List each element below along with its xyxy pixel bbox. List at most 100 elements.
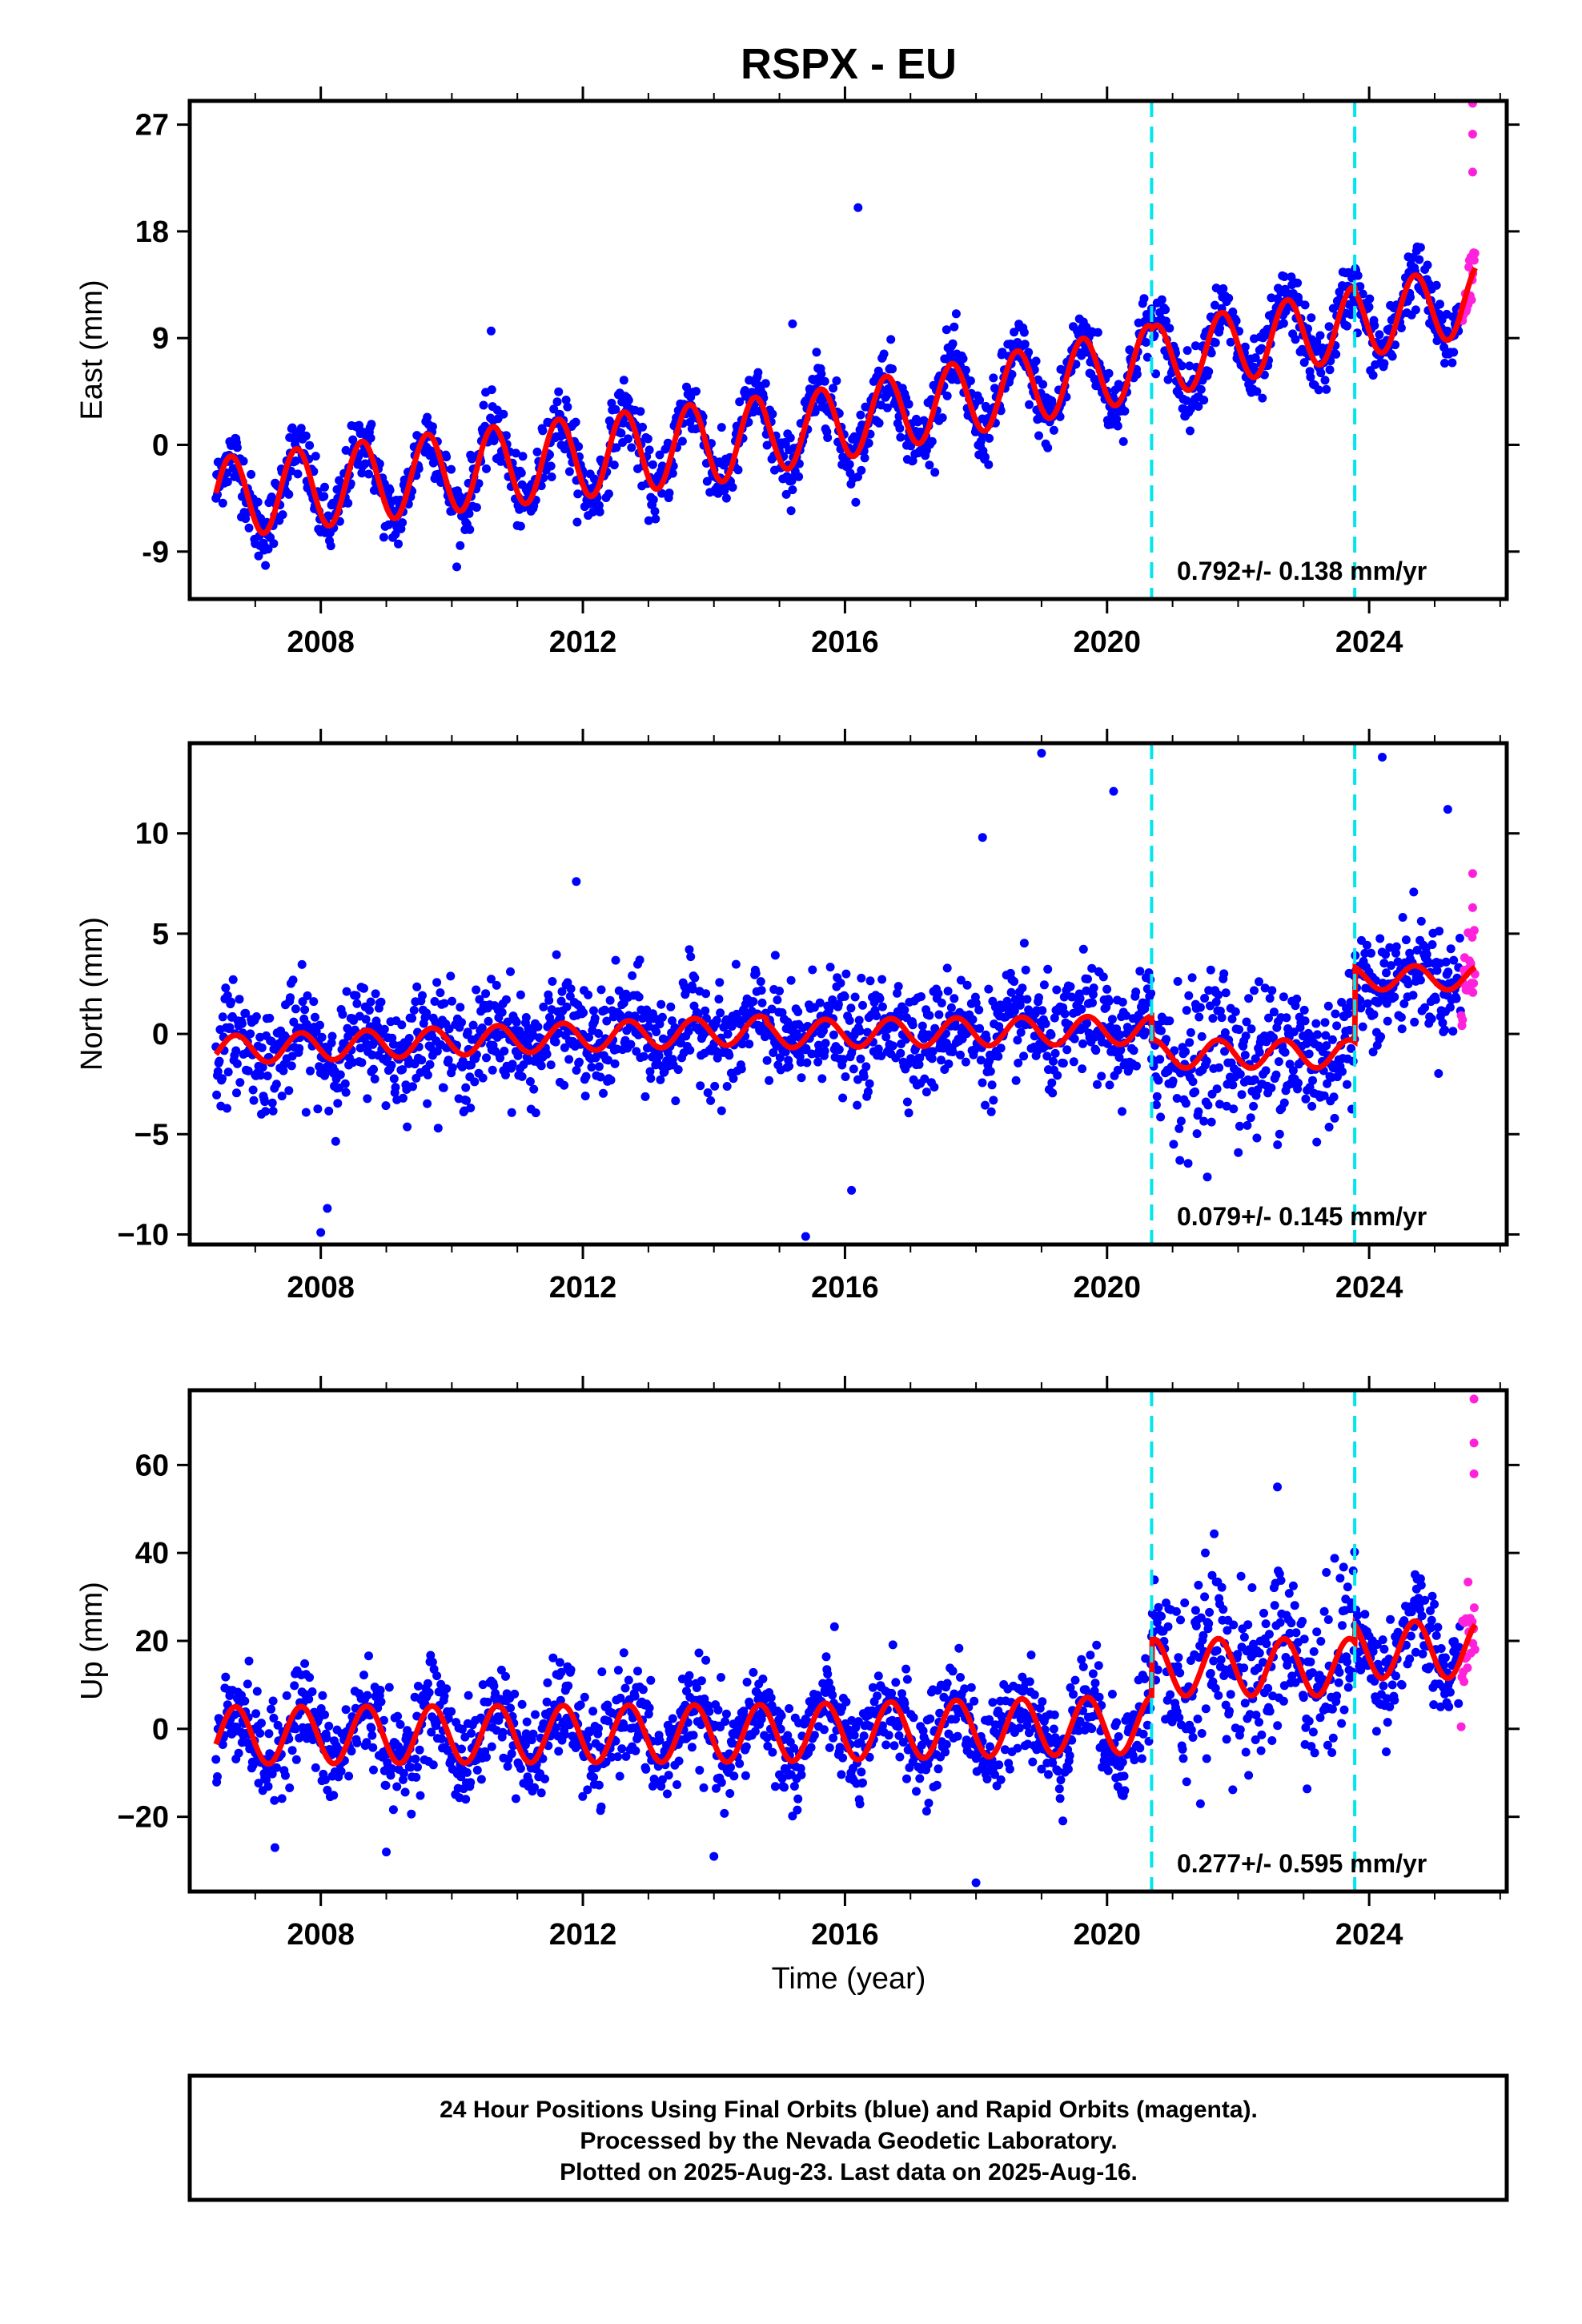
north-final-point [1172,1094,1182,1103]
east-final-point [1211,300,1219,310]
north-final-point [838,1093,848,1103]
east-final-point [853,472,862,481]
north-final-point [1188,1077,1198,1087]
north-final-point [1399,999,1409,1008]
east-final-point [1093,328,1102,337]
east-final-point [794,472,804,481]
up-final-point [785,1704,794,1713]
north-final-point [1445,1003,1455,1012]
north-final-point [756,977,765,987]
north-final-point [381,1101,391,1111]
east-final-point [1325,365,1335,375]
north-final-point [446,971,456,981]
north-final-point [364,1006,374,1015]
up-final-point [244,1656,254,1666]
north-final-point [1011,1076,1021,1085]
north-final-point [477,1023,487,1032]
north-final-point [1173,977,1182,986]
north-final-point [369,1064,378,1074]
north-final-point [1455,934,1464,943]
north-final-point [762,1055,772,1065]
up-final-point [631,1746,640,1755]
north-final-point [587,1063,596,1072]
north-final-point [836,979,845,988]
north-final-point [1330,1113,1339,1123]
east-plot-frame [187,99,1509,601]
up-final-point [613,1666,623,1675]
east-final-point [619,376,628,385]
up-final-point [392,1782,402,1791]
north-final-point [590,1014,600,1023]
up-final-point [432,1671,442,1681]
north-final-point [1252,1133,1262,1143]
up-final-point [282,1691,291,1700]
east-final-point [1228,308,1238,316]
north-final-point [846,1003,856,1013]
north-final-point [277,1092,287,1101]
north-final-point [900,1005,909,1015]
north-final-point [1324,1122,1334,1132]
north-final-point [1118,997,1127,1007]
up-final-point [415,1745,424,1755]
up-final-point [369,1765,378,1775]
north-final-point [1382,999,1391,1008]
north-final-point [1397,1024,1407,1034]
north-final-point [714,995,724,1004]
east-rapid-point [1470,248,1480,258]
up-final-point [362,1738,371,1747]
east-final-point [1375,330,1384,340]
east-final-point [951,309,961,319]
north-outlier-point [1109,786,1118,796]
east-final-point [499,409,508,419]
north-final-point [715,978,725,987]
up-final-point [412,1772,421,1782]
up-final-point [287,1746,297,1755]
north-final-point [1369,1010,1379,1019]
north-final-point [352,999,362,1008]
north-final-point [1043,964,1053,974]
north-final-point [1363,999,1372,1008]
north-final-point [1066,982,1075,991]
north-final-point [757,998,767,1007]
up-final-point [336,1767,346,1776]
north-final-point [1222,1101,1231,1111]
north-final-point [1313,1030,1322,1039]
north-final-point [1038,1006,1047,1015]
east-final-point [1163,375,1173,384]
north-final-point [604,1055,613,1065]
north-final-point [1337,998,1347,1007]
north-final-point [297,959,307,969]
east-final-point [414,464,424,473]
north-final-point [769,1048,778,1057]
north-final-point [572,1066,581,1075]
up-final-point [555,1658,564,1667]
north-final-point [1362,940,1371,950]
north-final-point [877,1002,887,1011]
north-final-point [551,1037,560,1047]
north-final-point [928,1047,938,1056]
east-final-point [624,434,632,444]
up-final-point [376,1697,386,1707]
north-final-point [1292,994,1302,1003]
east-final-point [609,460,619,470]
north-final-point [363,1094,372,1104]
north-final-point [425,1059,435,1069]
up-final-point [777,1711,786,1720]
north-final-point [1275,1129,1284,1139]
north-final-point [904,1108,913,1118]
north-final-point [825,963,835,972]
north-final-point [482,1053,491,1063]
north-final-point [548,977,557,986]
north-final-point [232,1059,242,1068]
north-final-point [258,1063,267,1072]
east-final-point [1315,331,1325,340]
east-final-point [244,523,254,533]
east-final-point [692,387,701,396]
north-final-point [1078,1039,1087,1048]
east-final-point [360,459,370,468]
north-final-point [1184,991,1194,1000]
north-final-point [235,1078,245,1088]
north-final-point [371,989,380,999]
east-final-point [812,348,821,357]
up-final-point [428,1760,438,1770]
